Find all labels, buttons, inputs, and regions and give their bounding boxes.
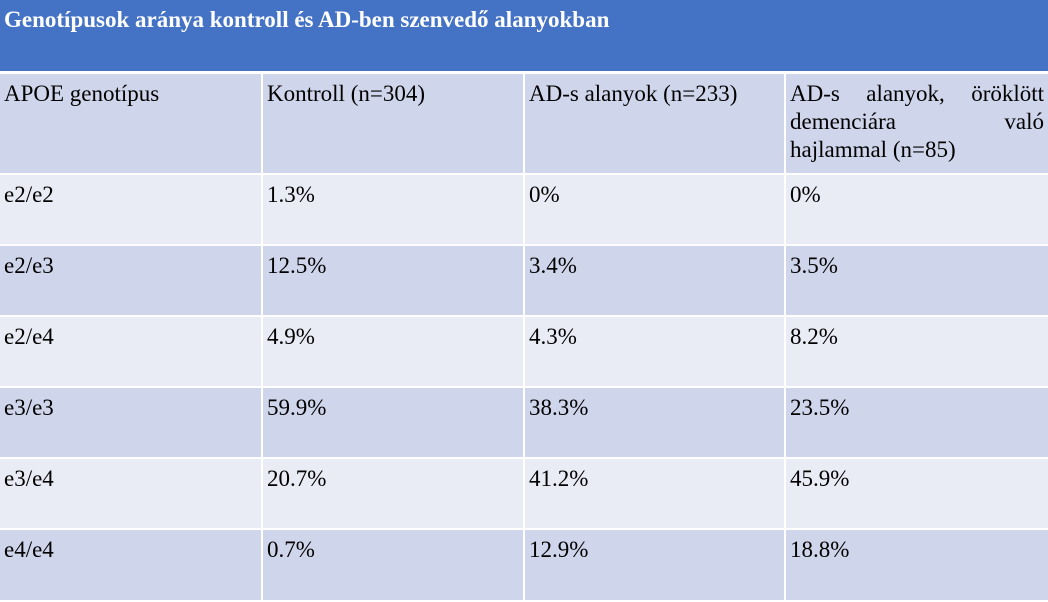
cell-ad: 0%: [524, 174, 786, 246]
cell-control: 1.3%: [262, 174, 525, 246]
table-row: e2/e4 4.9% 4.3% 8.2%: [0, 316, 1048, 388]
cell-ad: 4.3%: [524, 316, 786, 388]
table-row: e3/e3 59.9% 38.3% 23.5%: [0, 387, 1048, 459]
cell-ad-hereditary: 8.2%: [785, 316, 1048, 388]
cell-ad-hereditary: 3.5%: [785, 245, 1048, 317]
cell-control: 59.9%: [262, 387, 525, 459]
cell-control: 20.7%: [262, 458, 525, 530]
cell-ad: 38.3%: [524, 387, 786, 459]
cell-genotype: e3/e4: [0, 458, 263, 530]
cell-control: 12.5%: [262, 245, 525, 317]
cell-ad: 41.2%: [524, 458, 786, 530]
header-ad: AD-s alanyok (n=233): [524, 72, 786, 175]
cell-ad: 12.9%: [524, 529, 786, 602]
cell-ad: 3.4%: [524, 245, 786, 317]
cell-genotype: e2/e4: [0, 316, 263, 388]
cell-genotype: e2/e2: [0, 174, 263, 246]
cell-ad-hereditary: 23.5%: [785, 387, 1048, 459]
cell-ad-hereditary: 45.9%: [785, 458, 1048, 530]
table-title-row: Genotípusok aránya kontroll és AD-ben sz…: [0, 0, 1048, 74]
table-title: Genotípusok aránya kontroll és AD-ben sz…: [0, 0, 1048, 74]
cell-control: 4.9%: [262, 316, 525, 388]
cell-genotype: e2/e3: [0, 245, 263, 317]
header-control: Kontroll (n=304): [262, 72, 525, 175]
table-row: e4/e4 0.7% 12.9% 18.8%: [0, 529, 1048, 602]
table-row: e2/e3 12.5% 3.4% 3.5%: [0, 245, 1048, 317]
table-row: e3/e4 20.7% 41.2% 45.9%: [0, 458, 1048, 530]
header-ad-hereditary: AD-s alanyok, öröklött demenciára való h…: [785, 72, 1048, 175]
cell-control: 0.7%: [262, 529, 525, 602]
cell-genotype: e4/e4: [0, 529, 263, 602]
header-genotype: APOE genotípus: [0, 72, 263, 175]
cell-ad-hereditary: 18.8%: [785, 529, 1048, 602]
cell-ad-hereditary: 0%: [785, 174, 1048, 246]
cell-genotype: e3/e3: [0, 387, 263, 459]
table-row: e2/e2 1.3% 0% 0%: [0, 174, 1048, 246]
table-header-row: APOE genotípus Kontroll (n=304) AD-s ala…: [0, 72, 1048, 175]
